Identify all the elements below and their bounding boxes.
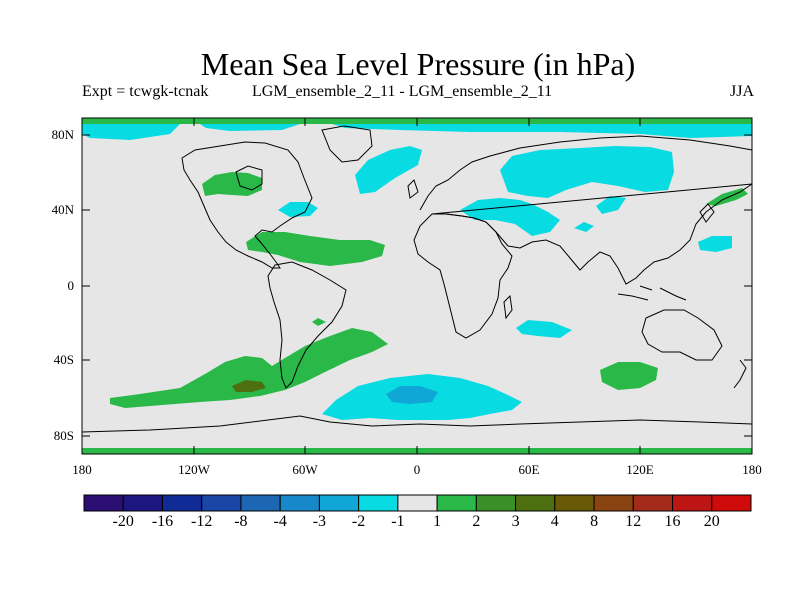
north-america-coast <box>181 141 313 269</box>
africa-coast <box>413 213 513 339</box>
colorbar-label: -20 <box>112 513 134 530</box>
colorbar-label: -2 <box>351 513 366 530</box>
japan <box>699 203 715 223</box>
colorbar-label: 8 <box>590 513 599 530</box>
comparison-label: LGM_ensemble_2_11 - LGM_ensemble_2_11 <box>252 83 553 100</box>
southern-negative-core <box>386 386 438 404</box>
antarctica-coast <box>81 415 753 433</box>
colorbar-swatch <box>122 494 163 512</box>
colorbar-swatch <box>161 494 203 512</box>
north-america-positive <box>202 172 262 196</box>
colorbar-swatch <box>711 494 752 512</box>
colorbar-swatch <box>83 494 124 512</box>
colorbar-swatch <box>358 494 399 512</box>
axis-ticks <box>81 118 753 454</box>
tibet-negative-small <box>574 222 594 232</box>
west-pacific-negative <box>698 236 732 252</box>
season-label: JJA <box>729 83 754 100</box>
greenland-negative <box>355 146 422 194</box>
new-zealand <box>733 359 747 389</box>
colorbar-label: -16 <box>151 513 174 530</box>
colorbar <box>83 494 752 512</box>
pacific-positive-north <box>706 188 748 206</box>
hudson-bay <box>235 165 263 191</box>
colorbar-swatch <box>397 494 438 512</box>
british-isles <box>407 179 419 199</box>
caribbean-positive <box>246 232 385 266</box>
colorbar-swatch <box>515 494 556 512</box>
colorbar-label: 16 <box>664 513 681 530</box>
colorbar-label: -12 <box>191 513 213 530</box>
coastlines <box>81 125 753 433</box>
lon-label-120w: 120W <box>178 462 210 477</box>
southern-positive-band <box>110 328 388 408</box>
colorbar-swatch <box>632 494 674 512</box>
lon-label-180e: 180 <box>742 462 762 477</box>
colorbar-swatch <box>240 494 281 512</box>
colorbar-label: 3 <box>511 513 520 530</box>
asia-negative-small <box>596 196 626 214</box>
lat-label-80s: 80S <box>53 428 74 443</box>
colorbar-label: -4 <box>273 513 287 530</box>
colorbar-label: -8 <box>234 513 248 530</box>
lon-label-60e: 60E <box>518 462 540 477</box>
lon-label-60w: 60W <box>292 462 318 477</box>
southern-positive-dark <box>232 380 266 392</box>
colorbar-label: 20 <box>703 513 720 530</box>
colorbar-swatch <box>279 494 320 512</box>
colorbar-swatch <box>554 494 595 512</box>
colorbar-swatch <box>593 494 634 512</box>
indian-ocean-negative <box>516 320 572 338</box>
colorbar-swatch <box>436 494 477 512</box>
colorbar-label: 1 <box>433 513 442 530</box>
south-america-coast <box>267 261 347 389</box>
colorbar-swatch <box>201 494 242 512</box>
lat-label-40n: 40N <box>51 202 74 217</box>
colorbar-label: -1 <box>391 513 405 530</box>
colorbar-label: 12 <box>625 513 642 530</box>
mediterranean-negative <box>460 198 560 236</box>
lat-label-40s: 40S <box>53 352 74 367</box>
southern-positive-east <box>600 362 658 390</box>
south-america-positive-small <box>312 318 326 326</box>
colorbar-label: 2 <box>472 513 481 530</box>
colorbar-swatch <box>475 494 517 512</box>
colorbar-swatch <box>318 494 360 512</box>
indonesia <box>617 285 687 301</box>
colorbar-swatch <box>672 494 713 512</box>
greenland-coast <box>321 125 373 163</box>
eurasia-negative <box>500 146 674 198</box>
lon-label-120e: 120E <box>626 462 654 477</box>
australia-coast <box>641 309 723 361</box>
experiment-label: Expt = tcwgk-tcnak <box>82 83 209 100</box>
lat-label-0: 0 <box>67 278 75 293</box>
colorbar-label: -3 <box>312 513 327 530</box>
lon-label-180w: 180 <box>72 462 92 477</box>
colorbar-label: 4 <box>550 513 559 530</box>
map-title: Mean Sea Level Pressure (in hPa) <box>200 46 636 82</box>
madagascar <box>503 294 513 320</box>
lat-label-80n: 80N <box>51 127 74 142</box>
arctic-negative-patches <box>82 124 752 140</box>
lon-label-0: 0 <box>413 462 421 477</box>
